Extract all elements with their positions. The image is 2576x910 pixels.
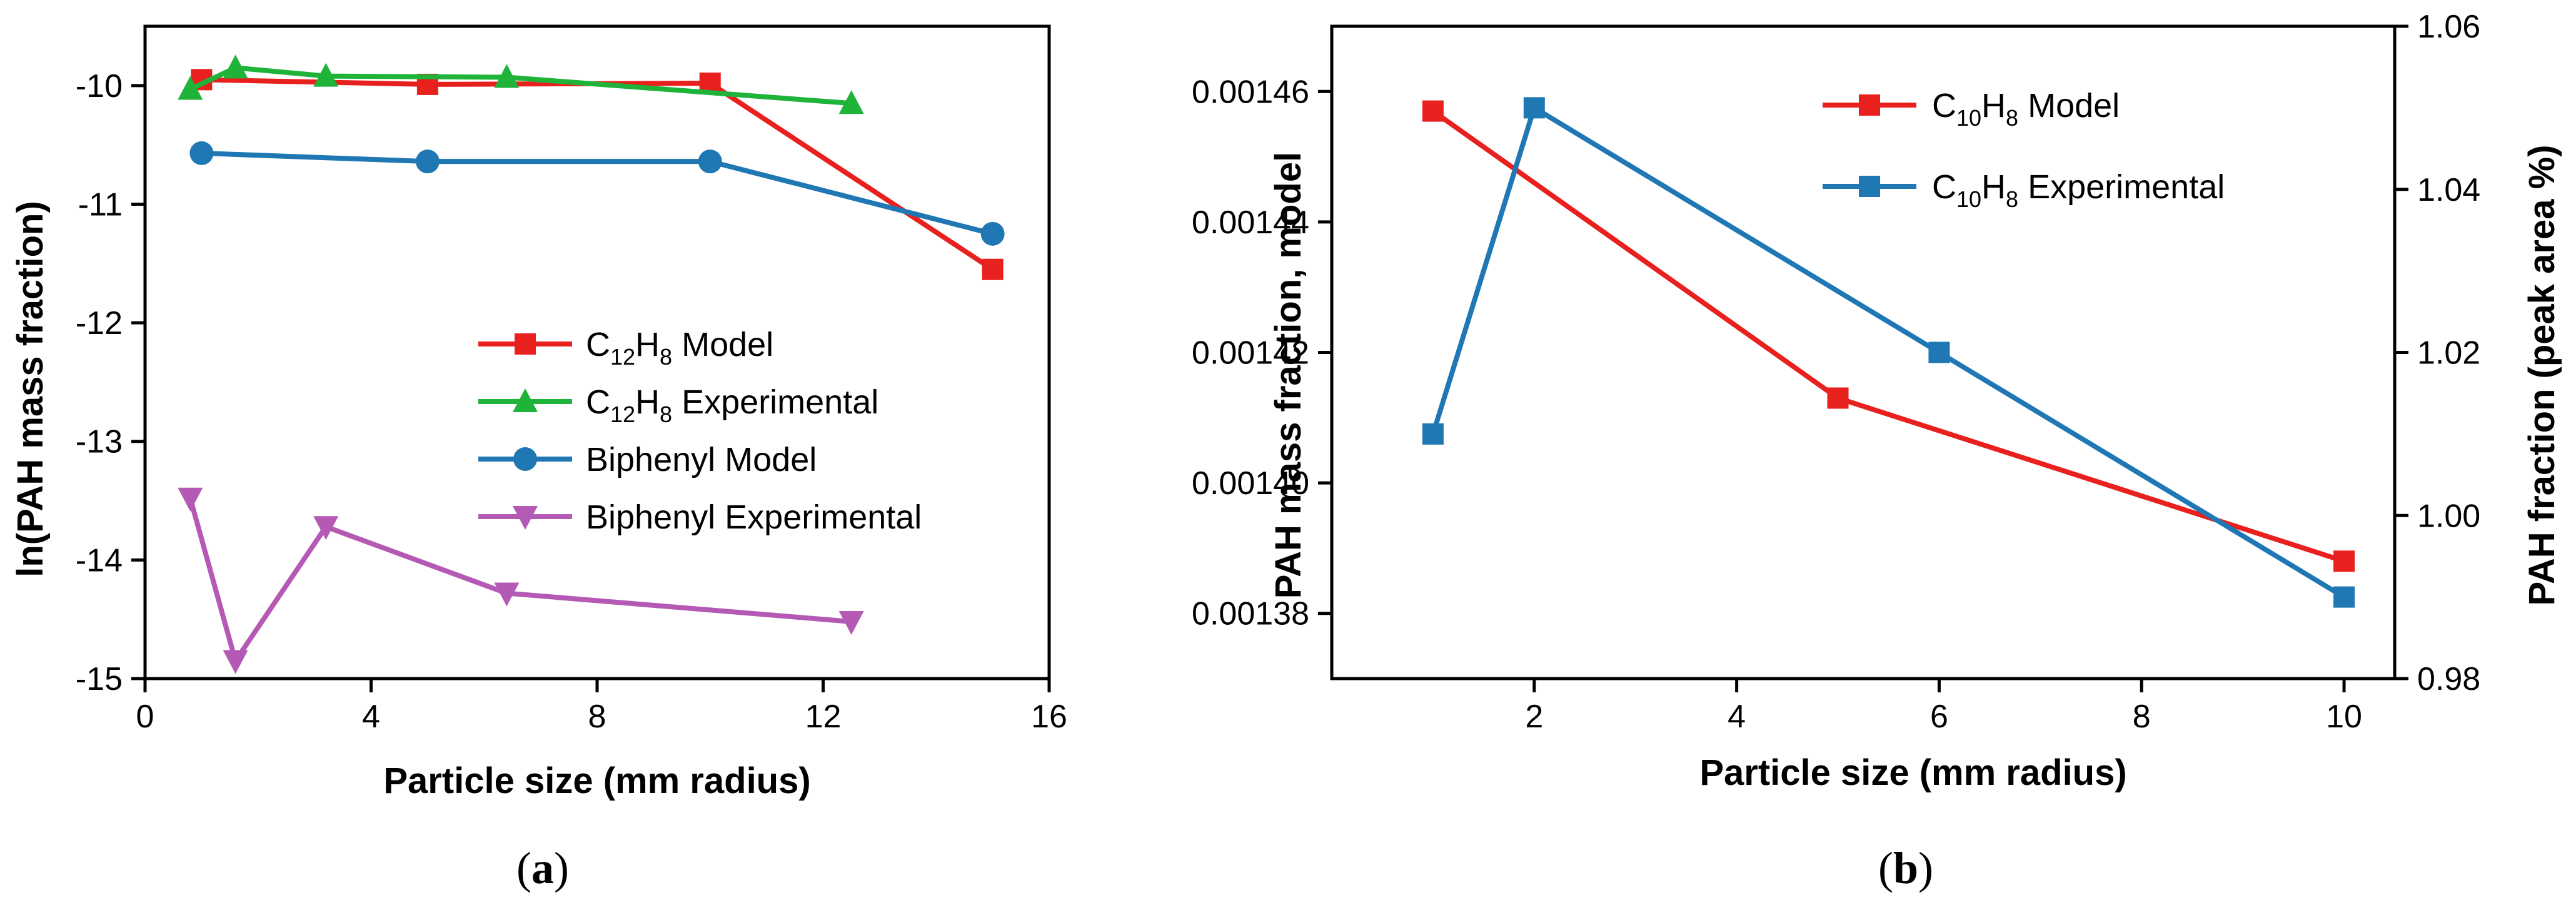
panel-b-x-axis-title: Particle size (mm radius) — [1699, 752, 2126, 793]
panel-b-caption-close: ) — [1918, 843, 1933, 893]
panel-a-y-tick-label: -14 — [76, 542, 123, 579]
panel-b-caption-open: ( — [1878, 843, 1893, 893]
panel-b-y-tick-label: 0.00140 — [1192, 465, 1309, 502]
panel-a-data-point — [313, 63, 339, 87]
panel-b-frame — [1330, 24, 2397, 680]
panel-b-plot-area — [1422, 97, 2355, 608]
panel-b-y-tick-label: 0.00142 — [1192, 335, 1309, 372]
panel-b-y2-tick-label: 0.98 — [2417, 661, 2480, 697]
panel-b-y-tick-label: 0.00146 — [1192, 74, 1309, 110]
panel-a-x-tick-label: 4 — [362, 699, 380, 735]
panel-a-legend-label: Biphenyl Experimental — [586, 498, 922, 536]
panel-b-y2-tick-label: 1.06 — [2417, 9, 2480, 45]
panel-a-data-point — [982, 258, 1004, 280]
panel-b-data-point — [1928, 341, 1950, 363]
panel-a-data-point — [178, 487, 203, 512]
panel-b-data-point — [1422, 423, 1444, 445]
panel-a-series-line — [201, 77, 994, 272]
panel-a-legend-marker — [515, 333, 536, 355]
panel-b-x-tick-label: 6 — [1930, 699, 1948, 735]
panel-a-y-tick-label: -10 — [76, 68, 123, 104]
panel-a-chart: 0 4 8 12 16 -15 -14 -13 -12 -11 -10 Particle size … — [10, 24, 1067, 893]
panel-a-data-point — [838, 610, 864, 635]
panel-a-data-point — [223, 54, 248, 79]
panel-b-y2-tick-label: 1.04 — [2417, 172, 2480, 208]
panel-a-legend-marker — [513, 447, 537, 471]
panel-a-y-axis-title: ln(PAH mass fraction) — [10, 201, 51, 577]
panel-b-axes: 2 4 6 8 10 0.00138 0.00140 0.00142 0.00144 0.0014… — [1192, 9, 2480, 735]
panel-a-y-tick-label: -11 — [78, 186, 123, 223]
panel-a-x-tick-label: 12 — [805, 699, 842, 735]
panel-a-legend-marker — [513, 388, 538, 412]
panel-b-x-tick-label: 2 — [1525, 699, 1543, 735]
panel-a-data-point — [494, 64, 520, 88]
panel-b-y-tick-label: 0.00138 — [1192, 596, 1309, 632]
panel-b-y-axis-title: PAH mass fraction, model — [1268, 152, 1309, 599]
panel-b-data-point — [1422, 100, 1444, 122]
panel-a-x-tick-label: 8 — [588, 699, 606, 735]
panel-b-y2-tick-label: 1.00 — [2417, 498, 2480, 534]
panel-a-data-point — [189, 141, 214, 165]
panel-a-legend-label: C12H8 Model — [586, 326, 773, 370]
panel-a-caption-open: ( — [516, 843, 531, 893]
panel-b-legend-marker — [1859, 176, 1880, 197]
panel-b-legend-label: C10H8 Experimental — [1932, 168, 2225, 212]
panel-b-x-tick-label: 8 — [2133, 699, 2151, 735]
panel-b-x-tick-label: 4 — [1728, 699, 1746, 735]
panel-a-plot-area — [178, 54, 1005, 674]
panel-b-data-point — [1523, 97, 1545, 119]
panel-a-caption-letter: a — [531, 843, 554, 893]
panel-b-y2-tick-label: 1.02 — [2417, 335, 2480, 372]
panel-b-x-tick-label: 10 — [2326, 699, 2362, 735]
panel-a-x-tick-label: 16 — [1031, 699, 1067, 735]
panel-b-legend-label: C10H8 Model — [1932, 87, 2120, 131]
panel-a-data-point — [313, 516, 339, 540]
panel-a-legend-label: Biphenyl Model — [586, 441, 817, 478]
panel-a-y-tick-label: -12 — [76, 305, 123, 341]
panel-b-data-point — [1827, 387, 1849, 409]
panel-b-legend: C10H8 Model C10H8 Experimental — [1823, 87, 2225, 212]
panel-a-caption: (a) — [516, 843, 569, 893]
panel-a-y-tick-label: -13 — [76, 424, 123, 460]
panel-a-x-tick-label: 0 — [136, 699, 154, 735]
panel-a-y-tick-label: -15 — [76, 661, 123, 697]
panel-a-legend: C12H8 Model C12H8 Experimental Biphenyl Mo… — [478, 326, 922, 536]
panel-a-data-point — [838, 90, 864, 114]
panel-a-caption-close: ) — [554, 843, 569, 893]
panel-a-data-point — [698, 149, 722, 174]
panel-a-axes: 0 4 8 12 16 -15 -14 -13 -12 -11 -10 — [76, 24, 1067, 735]
panel-b-chart: 2 4 6 8 10 0.00138 0.00140 0.00142 0.00144 0.0014… — [1192, 9, 2562, 893]
panel-b-y2-axis-title: PAH fraction (peak area %) — [2522, 144, 2562, 605]
panel-b-caption: (b) — [1878, 843, 1933, 893]
panel-a-data-point — [980, 221, 1005, 246]
panel-b-y-tick-label: 0.00144 — [1192, 205, 1309, 241]
panel-b-data-point — [2333, 586, 2355, 608]
panel-a-data-point — [415, 149, 440, 174]
panel-a-legend-label: C12H8 Experimental — [586, 383, 878, 427]
panel-b-legend-marker — [1859, 94, 1880, 116]
panel-a-series-line — [201, 150, 994, 236]
panel-a-legend-marker — [513, 506, 538, 530]
panel-a-data-point — [494, 582, 520, 607]
panel-a-data-point — [178, 76, 203, 100]
panel-a-x-axis-title: Particle size (mm radius) — [383, 761, 810, 801]
panel-b-caption-letter: b — [1893, 843, 1918, 893]
panel-b-series-line — [1431, 104, 2346, 600]
panel-b-data-point — [2333, 550, 2355, 572]
panel-a-data-point — [223, 650, 248, 674]
